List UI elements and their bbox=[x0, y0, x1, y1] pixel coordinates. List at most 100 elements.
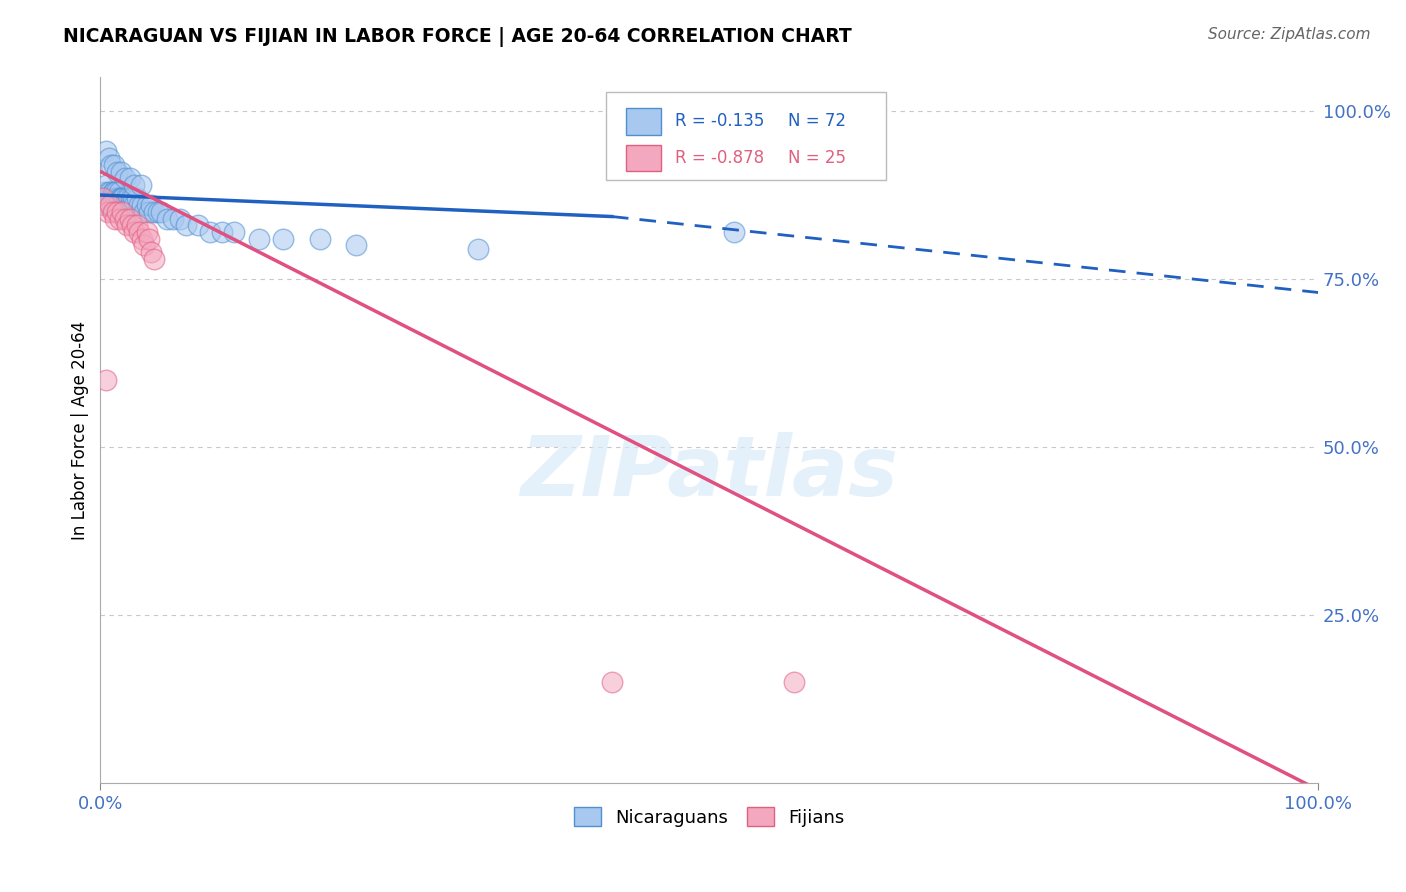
Point bbox=[134, 204, 156, 219]
Bar bbox=[627, 145, 661, 171]
Point bbox=[125, 191, 148, 205]
Point bbox=[115, 198, 138, 212]
Point bbox=[138, 204, 160, 219]
Point bbox=[131, 232, 153, 246]
Point bbox=[101, 191, 124, 205]
Point bbox=[129, 178, 152, 192]
Text: N = 25: N = 25 bbox=[789, 149, 846, 167]
Point bbox=[105, 191, 128, 205]
Point bbox=[121, 198, 143, 212]
Point bbox=[91, 191, 114, 205]
Point bbox=[108, 198, 131, 212]
Point bbox=[118, 171, 141, 186]
Text: N = 72: N = 72 bbox=[789, 112, 846, 130]
Point bbox=[118, 198, 141, 212]
Point bbox=[600, 675, 623, 690]
Point bbox=[108, 191, 131, 205]
Point bbox=[134, 238, 156, 252]
Point bbox=[100, 198, 122, 212]
Point bbox=[91, 191, 114, 205]
Point bbox=[108, 211, 131, 226]
Point bbox=[101, 185, 124, 199]
Point bbox=[112, 191, 135, 205]
Point bbox=[96, 178, 118, 192]
Point bbox=[138, 232, 160, 246]
Point bbox=[122, 191, 145, 205]
Point bbox=[162, 211, 184, 226]
Point bbox=[121, 219, 143, 233]
Point bbox=[125, 219, 148, 233]
Y-axis label: In Labor Force | Age 20-64: In Labor Force | Age 20-64 bbox=[72, 321, 89, 540]
Point bbox=[141, 198, 163, 212]
Text: Source: ZipAtlas.com: Source: ZipAtlas.com bbox=[1208, 27, 1371, 42]
Point bbox=[211, 225, 233, 239]
Point bbox=[104, 211, 127, 226]
Point bbox=[103, 185, 125, 199]
Point bbox=[107, 191, 129, 205]
Point bbox=[115, 219, 138, 233]
Point bbox=[156, 211, 179, 226]
Point bbox=[118, 211, 141, 226]
Point bbox=[128, 225, 150, 239]
Point bbox=[110, 191, 132, 205]
Point bbox=[111, 204, 134, 219]
Point bbox=[105, 191, 128, 205]
Point bbox=[105, 198, 128, 212]
Point bbox=[169, 211, 191, 226]
Point bbox=[131, 198, 153, 212]
Text: R = -0.135: R = -0.135 bbox=[675, 112, 765, 130]
Point bbox=[187, 219, 209, 233]
Point bbox=[174, 219, 197, 233]
Point bbox=[114, 211, 136, 226]
Text: R = -0.878: R = -0.878 bbox=[675, 149, 765, 167]
Point bbox=[104, 191, 127, 205]
Point bbox=[100, 158, 122, 172]
Point bbox=[103, 198, 125, 212]
Text: NICARAGUAN VS FIJIAN IN LABOR FORCE | AGE 20-64 CORRELATION CHART: NICARAGUAN VS FIJIAN IN LABOR FORCE | AG… bbox=[63, 27, 852, 46]
FancyBboxPatch shape bbox=[606, 92, 886, 180]
Point bbox=[101, 204, 124, 219]
Point bbox=[115, 191, 138, 205]
Point bbox=[111, 191, 134, 205]
Point bbox=[135, 198, 157, 212]
Point bbox=[198, 225, 221, 239]
Point bbox=[142, 204, 165, 219]
Point bbox=[96, 373, 118, 387]
Point bbox=[97, 151, 120, 165]
Point bbox=[117, 191, 139, 205]
Point bbox=[114, 198, 136, 212]
Point bbox=[114, 171, 136, 186]
Point bbox=[467, 242, 489, 256]
Point bbox=[96, 191, 118, 205]
Point bbox=[128, 198, 150, 212]
Point bbox=[96, 145, 118, 159]
Legend: Nicaraguans, Fijians: Nicaraguans, Fijians bbox=[567, 800, 852, 834]
Point bbox=[110, 164, 132, 178]
Point bbox=[94, 198, 117, 212]
Bar bbox=[627, 108, 661, 135]
Point bbox=[98, 198, 121, 212]
Point bbox=[107, 185, 129, 199]
Point bbox=[723, 225, 745, 239]
Point bbox=[308, 232, 330, 246]
Point bbox=[783, 675, 806, 690]
Point bbox=[105, 204, 128, 219]
Point bbox=[97, 204, 120, 219]
Point bbox=[94, 198, 117, 212]
Point bbox=[105, 185, 128, 199]
Point bbox=[97, 198, 120, 212]
Point bbox=[247, 232, 270, 246]
Point bbox=[98, 185, 121, 199]
Point bbox=[146, 204, 169, 219]
Point bbox=[97, 191, 120, 205]
Text: ZIPatlas: ZIPatlas bbox=[520, 432, 898, 513]
Point bbox=[97, 198, 120, 212]
Point bbox=[344, 238, 367, 252]
Point bbox=[135, 225, 157, 239]
Point bbox=[97, 185, 120, 199]
Point bbox=[93, 185, 115, 199]
Point bbox=[103, 158, 125, 172]
Point bbox=[100, 191, 122, 205]
Point bbox=[150, 204, 173, 219]
Point bbox=[124, 178, 146, 192]
